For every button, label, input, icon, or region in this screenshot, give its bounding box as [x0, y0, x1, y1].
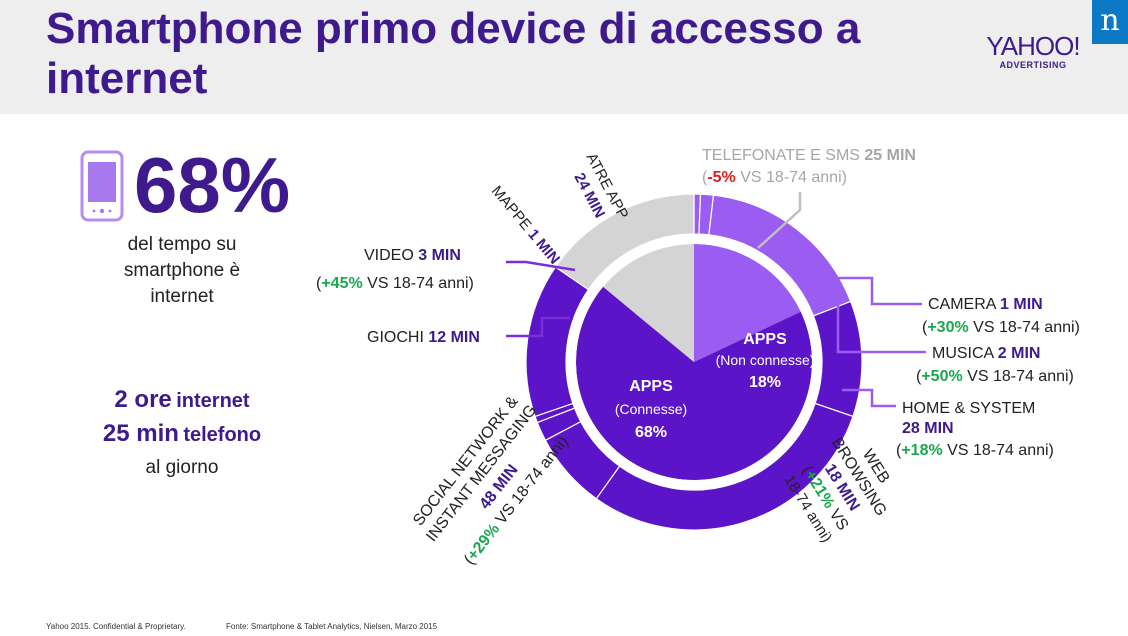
daily-summary: 2 ore internet 25 min telefono al giorno: [62, 384, 302, 483]
callout-line-camera: [820, 276, 922, 306]
footer-source: Fonte: Smartphone & Tablet Analytics, Ni…: [226, 622, 438, 631]
callout-line-giochi: [506, 316, 570, 338]
delta-musica: (+50% VS 18-74 anni): [916, 368, 1074, 385]
callout-line-home: [842, 388, 896, 408]
ring-segment-telefonate: [554, 193, 695, 291]
inner-slice-apps-non-connesse: [694, 244, 801, 362]
label-video: VIDEO 3 MIN: [364, 247, 461, 264]
label-social-2: INSTANT MESSAGING: [423, 402, 540, 545]
label-giochi: GIOCHI 12 MIN: [367, 329, 480, 346]
page-title: Smartphone primo device di accesso a int…: [46, 4, 861, 103]
minutes-home: 28 MIN: [902, 420, 954, 437]
inner-slice-apps-connesse: [576, 286, 812, 481]
internet-hours-value: 2 ore: [114, 386, 172, 413]
callout-line-video: [506, 260, 576, 272]
inner-slice-telefonate: [603, 244, 694, 362]
yahoo-logo-subtitle: ADVERTISING: [999, 60, 1067, 70]
label-home: HOME & SYSTEM: [902, 400, 1035, 417]
apps-connesse-percent: 68%: [635, 424, 667, 441]
footer-copyright: Yahoo 2015. Confidential & Proprietary.: [46, 622, 186, 631]
phone-minutes-line: 25 min telefono: [62, 418, 302, 452]
apps-non-connesse-percent: 18%: [749, 374, 781, 391]
nielsen-logo: n: [1092, 0, 1128, 44]
internet-hours-label: internet: [176, 390, 250, 412]
internet-hours-line: 2 ore internet: [62, 384, 302, 418]
delta-video: (+45% VS 18-74 anni): [316, 275, 474, 292]
yahoo-advertising-logo: YAHOO! ADVERTISING: [983, 32, 1083, 70]
delta-home: (+18% VS 18-74 anni): [896, 442, 1054, 459]
delta-telefonate: (-5% VS 18-74 anni): [702, 169, 847, 186]
label-mappe: MAPPE 1 MIN: [488, 183, 563, 268]
label-group-mappe: MAPPE 1 MIN: [488, 183, 563, 268]
phone-minutes-label: telefono: [183, 424, 262, 446]
delta-camera: (+30% VS 18-74 anni): [922, 319, 1080, 336]
apps-non-connesse-label: APPS: [743, 331, 787, 348]
internet-share-caption: del tempo su smartphone è internet: [123, 234, 241, 307]
label-camera: CAMERA 1 MIN: [928, 296, 1043, 313]
callout-line-telefonate: [757, 192, 802, 249]
yahoo-logo-text: YAHOO!: [986, 31, 1080, 61]
phone-minutes-value: 25 min: [102, 420, 179, 447]
smartphone-icon: [80, 150, 124, 222]
label-musica: MUSICA 2 MIN: [932, 345, 1040, 362]
label-telefonate: TELEFONATE E SMS 25 MIN: [702, 147, 916, 164]
apps-connesse-label: APPS: [629, 378, 673, 395]
apps-connesse-sublabel: (Connesse): [615, 401, 687, 417]
header-band: Smartphone primo device di accesso a int…: [0, 0, 1128, 114]
callout-line-musica: [811, 286, 926, 354]
internet-share-stat: 68%: [134, 141, 291, 229]
daily-period: al giorno: [145, 457, 219, 478]
apps-non-connesse-sublabel: (Non connesse): [716, 352, 815, 368]
pie-ring-gap: [566, 234, 822, 490]
